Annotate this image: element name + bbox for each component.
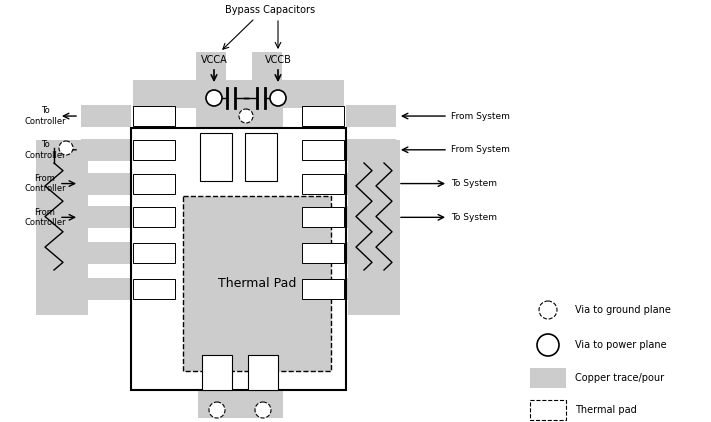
Bar [133, 207, 175, 227]
Text: 2DIR: 2DIR [145, 249, 163, 258]
Bar [302, 173, 344, 194]
Text: To
Controller: To Controller [24, 106, 66, 126]
Bar [81, 278, 131, 300]
Bar [133, 80, 344, 108]
Bar [346, 173, 396, 195]
Text: 2B2: 2B2 [316, 111, 331, 121]
Circle shape [59, 141, 73, 155]
Text: From
Controller: From Controller [24, 208, 66, 227]
Bar [81, 173, 131, 195]
Text: VCCA: VCCA [201, 55, 228, 65]
Bar [36, 140, 131, 160]
Circle shape [537, 334, 559, 356]
Text: 1OE: 1OE [315, 284, 331, 294]
Bar [530, 400, 566, 420]
Bar [348, 140, 400, 315]
Text: 2A1: 2A1 [146, 145, 161, 154]
Circle shape [239, 109, 253, 123]
Text: Thermal Pad: Thermal Pad [218, 277, 296, 290]
Bar [302, 106, 344, 126]
Text: GND: GND [215, 365, 220, 380]
Text: From System: From System [451, 111, 510, 121]
Bar [245, 133, 277, 181]
Bar [81, 206, 131, 228]
Text: 2B1: 2B1 [316, 145, 331, 154]
Circle shape [255, 402, 271, 418]
Text: Bypass Capacitors: Bypass Capacitors [225, 5, 315, 15]
Bar [81, 139, 131, 161]
Bar [133, 279, 175, 299]
Text: 2OE: 2OE [315, 249, 331, 258]
Text: 1B1: 1B1 [316, 213, 331, 222]
Text: To
Controller: To Controller [24, 140, 66, 160]
Bar [248, 355, 278, 390]
Bar [346, 242, 396, 264]
Circle shape [206, 90, 222, 106]
Circle shape [539, 301, 557, 319]
Text: 1A1: 1A1 [146, 213, 161, 222]
Bar [346, 105, 396, 127]
Text: GND: GND [260, 365, 265, 380]
Bar [346, 139, 396, 161]
Text: VCCA: VCCA [213, 149, 218, 165]
Bar [200, 133, 232, 181]
Circle shape [270, 90, 286, 106]
Text: To System: To System [451, 179, 497, 188]
Bar [133, 243, 175, 263]
Circle shape [209, 402, 225, 418]
Text: 1B2: 1B2 [316, 179, 331, 188]
Bar [346, 206, 396, 228]
Bar [131, 128, 346, 390]
Bar [198, 390, 283, 418]
Bar [196, 52, 226, 140]
Bar [81, 105, 131, 127]
Bar [81, 242, 131, 264]
Bar [302, 243, 344, 263]
Bar [198, 83, 283, 140]
Bar [346, 278, 396, 300]
Bar [252, 52, 282, 140]
Bar [133, 173, 175, 194]
Text: To System: To System [451, 213, 497, 222]
Bar [302, 207, 344, 227]
Text: Thermal pad: Thermal pad [575, 405, 637, 415]
Bar [133, 106, 175, 126]
Bar [302, 279, 344, 299]
Bar [183, 196, 331, 371]
Bar [530, 368, 566, 388]
Text: 2A2: 2A2 [146, 111, 161, 121]
Text: VCCB: VCCB [259, 149, 264, 165]
Bar [36, 140, 88, 315]
Text: 1A2: 1A2 [146, 179, 161, 188]
Text: Via to power plane: Via to power plane [575, 340, 667, 350]
Text: From System: From System [451, 145, 510, 154]
Text: Copper trace/pour: Copper trace/pour [575, 373, 664, 383]
Text: Via to ground plane: Via to ground plane [575, 305, 671, 315]
Bar [302, 140, 344, 160]
Bar [133, 140, 175, 160]
Bar [202, 355, 232, 390]
Text: VCCB: VCCB [264, 55, 292, 65]
Text: 1DIR: 1DIR [145, 284, 163, 294]
Text: From
Controller: From Controller [24, 174, 66, 193]
